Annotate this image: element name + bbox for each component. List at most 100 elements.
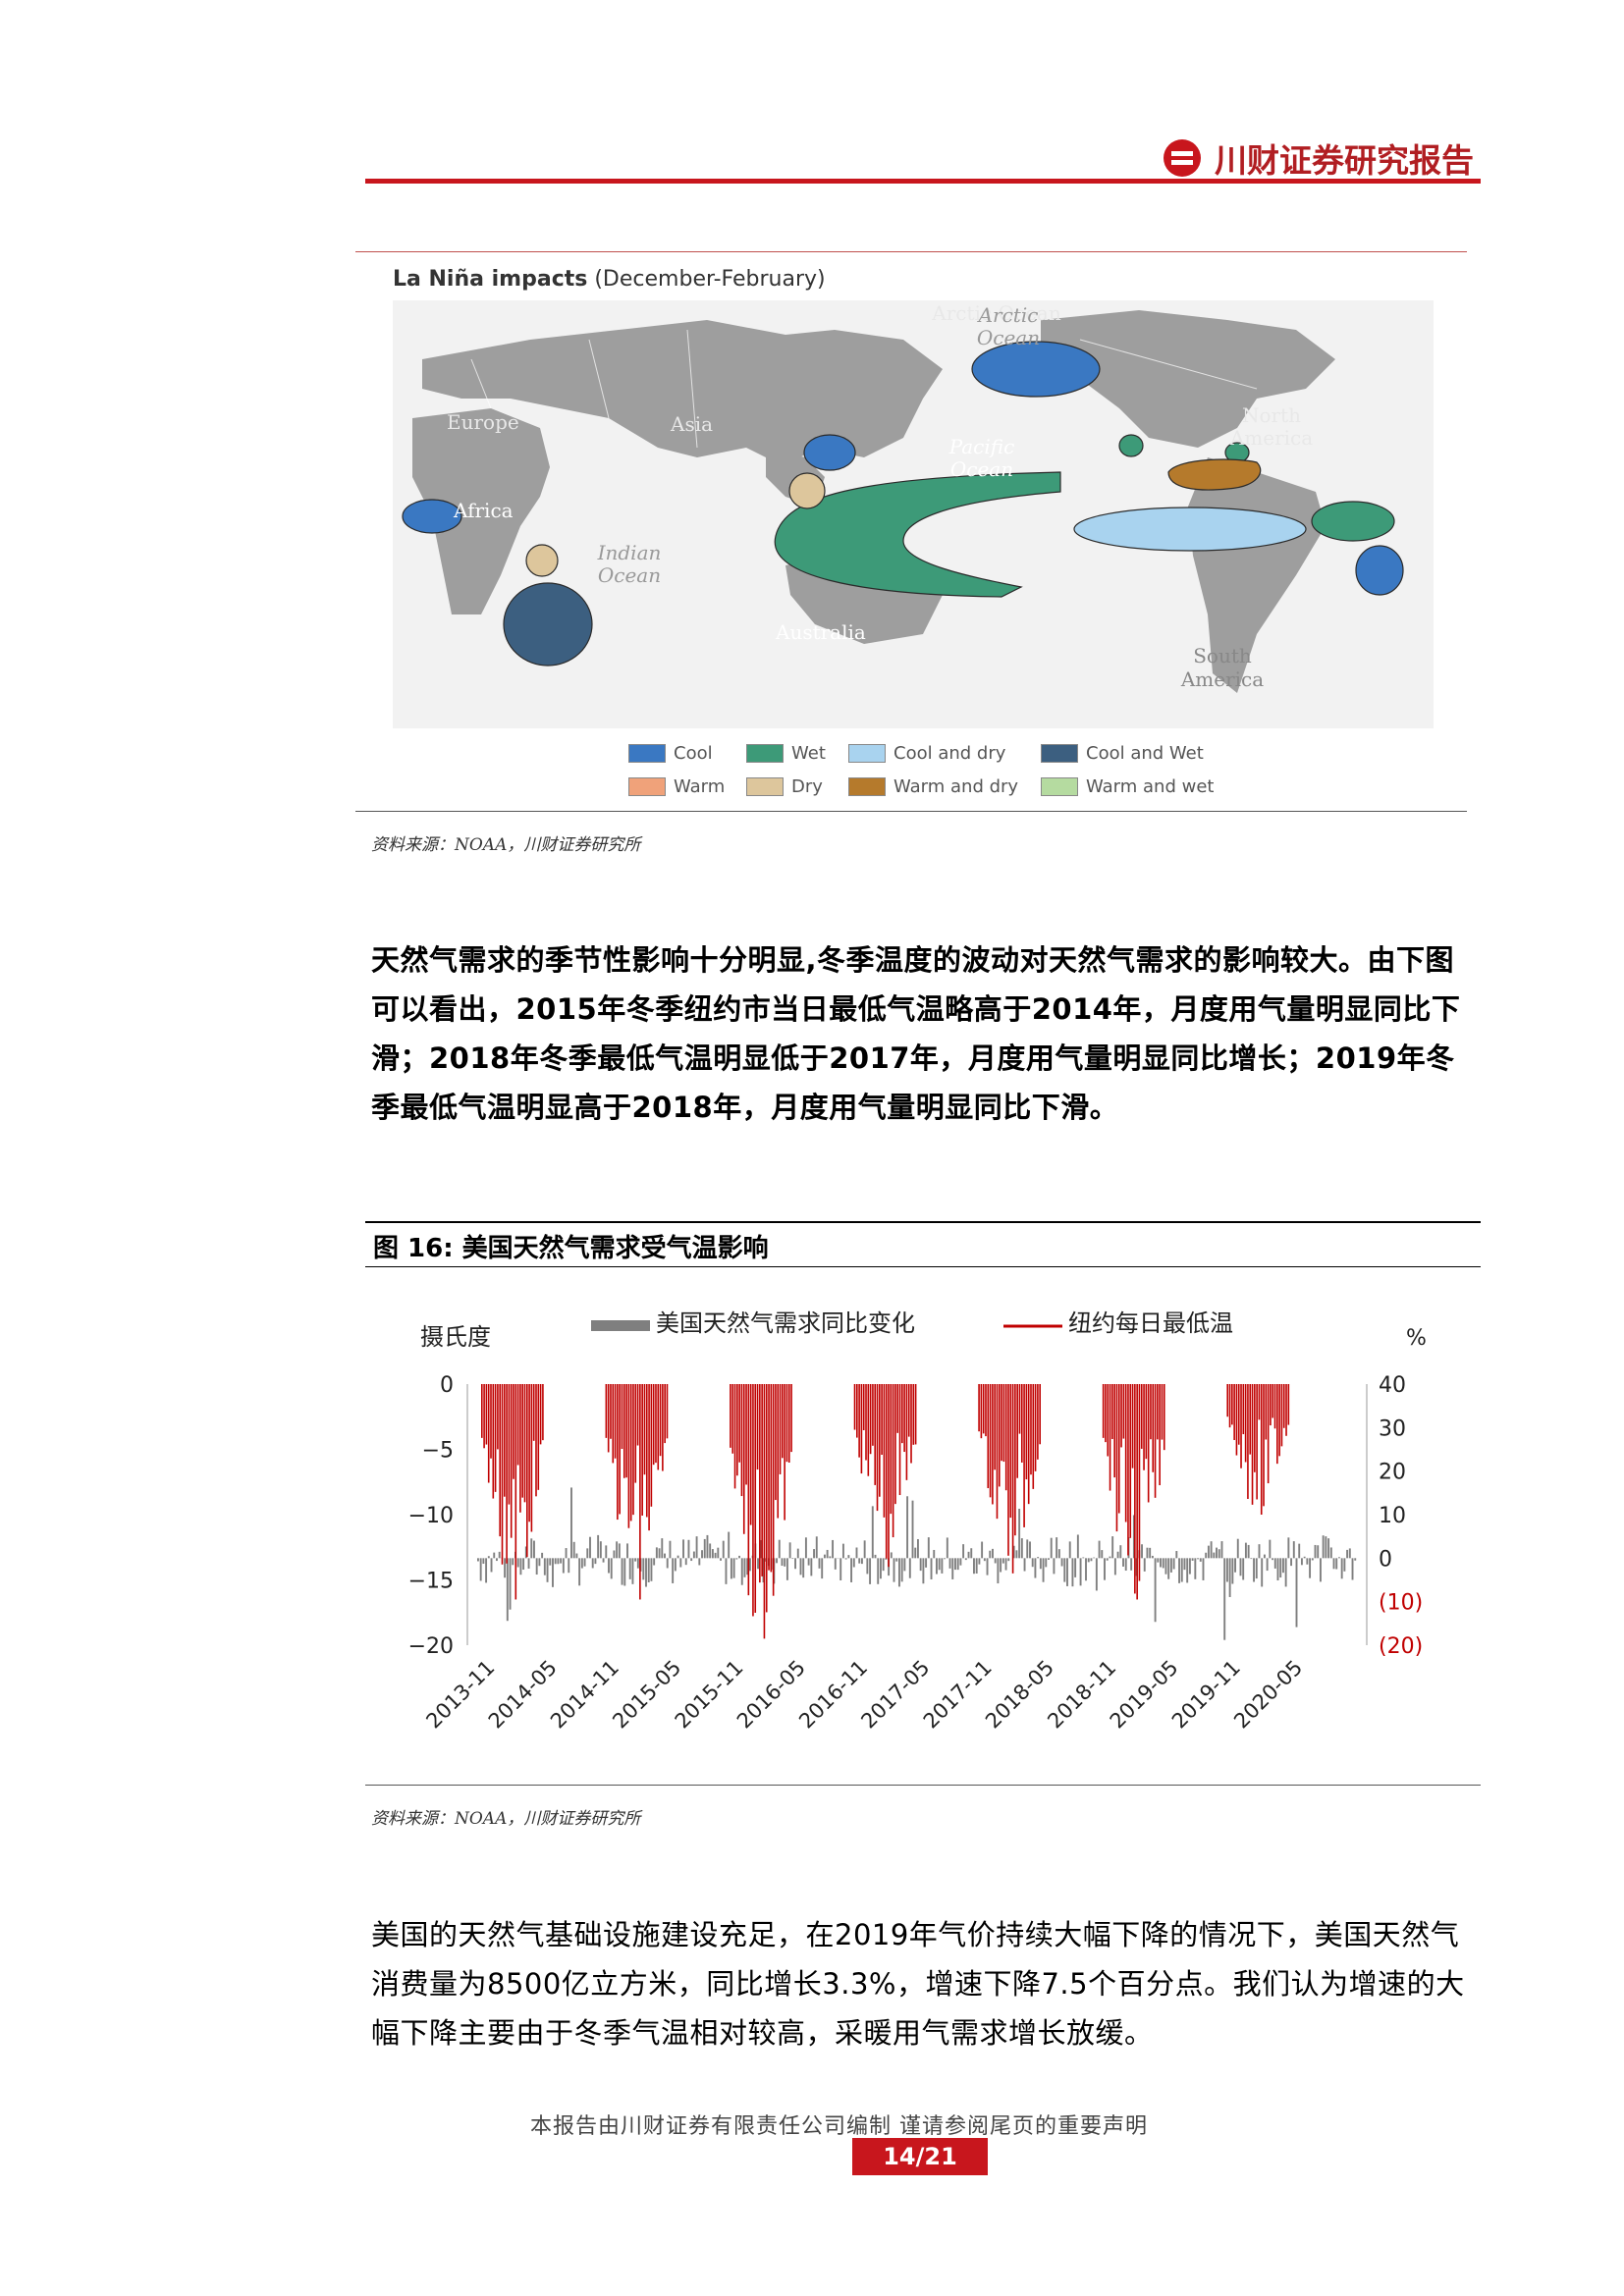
demand-bar bbox=[874, 1554, 877, 1559]
demand-bar bbox=[1311, 1558, 1314, 1561]
demand-bar bbox=[496, 1558, 498, 1562]
left-tick-label: −20 bbox=[408, 1634, 454, 1659]
temperature-bar bbox=[1161, 1384, 1164, 1440]
temperature-bar bbox=[485, 1384, 488, 1445]
demand-bar bbox=[516, 1558, 519, 1568]
demand-bar bbox=[565, 1548, 568, 1559]
demand-bar bbox=[973, 1558, 975, 1575]
region-cool-japan bbox=[803, 434, 856, 471]
demand-bar bbox=[927, 1537, 930, 1559]
header-rule bbox=[365, 179, 1481, 184]
temperature-bar bbox=[1011, 1384, 1014, 1574]
demand-bar bbox=[1042, 1558, 1045, 1582]
demand-bar bbox=[568, 1558, 570, 1574]
temperature-bar bbox=[610, 1384, 612, 1439]
temperature-bar bbox=[623, 1384, 625, 1478]
temperature-bar bbox=[1007, 1384, 1009, 1556]
temperature-bar bbox=[862, 1384, 865, 1431]
temperature-bar bbox=[768, 1384, 770, 1571]
temperature-bar bbox=[1131, 1384, 1134, 1468]
demand-bar bbox=[703, 1538, 706, 1559]
demand-bar bbox=[908, 1558, 911, 1578]
demand-bar bbox=[608, 1558, 610, 1574]
demand-bar bbox=[992, 1548, 994, 1559]
demand-bar bbox=[1218, 1549, 1220, 1559]
demand-bar bbox=[847, 1555, 850, 1559]
demand-bar bbox=[844, 1558, 847, 1560]
map-label-pacific: Pacific Ocean bbox=[948, 435, 1015, 481]
left-tick-label: −15 bbox=[408, 1570, 454, 1594]
demand-bar bbox=[1216, 1547, 1218, 1559]
temperature-bar bbox=[872, 1384, 874, 1446]
temperature-bar bbox=[490, 1384, 492, 1459]
temperature-bar bbox=[907, 1384, 910, 1437]
demand-bar bbox=[959, 1558, 962, 1566]
temperature-bar bbox=[1265, 1384, 1268, 1440]
demand-bar bbox=[519, 1558, 522, 1575]
temperature-bar bbox=[998, 1384, 1001, 1487]
temperature-bar bbox=[537, 1384, 540, 1490]
demand-bar bbox=[728, 1531, 731, 1559]
temperature-bar bbox=[1020, 1384, 1023, 1463]
temperature-bar bbox=[627, 1384, 630, 1528]
right-tick-label: 0 bbox=[1379, 1547, 1392, 1572]
temperature-bar bbox=[883, 1384, 886, 1518]
temperature-bar bbox=[736, 1384, 738, 1476]
temperature-bar bbox=[989, 1384, 992, 1498]
demand-bar bbox=[1236, 1538, 1239, 1559]
demand-bar bbox=[1244, 1542, 1247, 1559]
demand-bar bbox=[1146, 1547, 1149, 1559]
demand-bar bbox=[794, 1558, 797, 1570]
demand-bar bbox=[682, 1539, 684, 1559]
temperature-bar bbox=[1152, 1384, 1155, 1472]
demand-bar bbox=[818, 1558, 821, 1569]
demand-bar bbox=[832, 1539, 835, 1559]
demand-bar bbox=[1111, 1536, 1114, 1559]
temperature-bar bbox=[912, 1384, 915, 1445]
demand-bar bbox=[964, 1558, 967, 1561]
legend-swatch bbox=[746, 744, 784, 763]
demand-bar bbox=[888, 1558, 891, 1576]
demand-bar bbox=[882, 1558, 885, 1572]
map-label-europe: Europe bbox=[447, 410, 519, 434]
temperature-bar bbox=[881, 1384, 883, 1456]
temperature-bar bbox=[1244, 1384, 1247, 1463]
demand-bar bbox=[1295, 1558, 1298, 1628]
demand-bar bbox=[823, 1554, 826, 1559]
legend-item: Warm and wet bbox=[1041, 776, 1214, 797]
demand-bar bbox=[1175, 1551, 1178, 1559]
demand-bar bbox=[1319, 1558, 1322, 1582]
temperature-bar bbox=[632, 1384, 634, 1516]
demand-bar bbox=[983, 1558, 986, 1562]
right-tick-label: (10) bbox=[1379, 1591, 1423, 1616]
legend-item: Cool and Wet bbox=[1041, 743, 1204, 764]
demand-bar bbox=[524, 1546, 527, 1559]
demand-bar bbox=[1048, 1558, 1050, 1560]
temperature-bar bbox=[1278, 1384, 1280, 1457]
demand-bar bbox=[1317, 1545, 1320, 1559]
demand-bar bbox=[757, 1558, 759, 1570]
temperature-bar bbox=[1237, 1384, 1240, 1445]
demand-bar bbox=[975, 1558, 978, 1575]
demand-bar bbox=[826, 1549, 829, 1559]
demand-bar bbox=[1228, 1558, 1231, 1597]
demand-bar bbox=[1292, 1541, 1295, 1559]
demand-bar bbox=[781, 1558, 784, 1567]
region-cool-brazil bbox=[1355, 545, 1404, 596]
demand-bar bbox=[1332, 1558, 1335, 1570]
demand-bar bbox=[1004, 1558, 1007, 1571]
temperature-bar bbox=[1147, 1384, 1150, 1503]
demand-bar bbox=[664, 1553, 666, 1559]
demand-bar bbox=[933, 1549, 936, 1559]
demand-bar bbox=[591, 1558, 594, 1569]
demand-bar bbox=[490, 1558, 493, 1573]
temperature-bar bbox=[742, 1384, 745, 1534]
left-tick-label: −10 bbox=[408, 1504, 454, 1528]
right-tick-label: (20) bbox=[1379, 1634, 1423, 1659]
demand-bar bbox=[583, 1558, 586, 1567]
temperature-bar bbox=[901, 1384, 903, 1444]
temperature-bar bbox=[655, 1384, 657, 1464]
legend-swatch bbox=[1041, 744, 1078, 763]
demand-bar bbox=[1031, 1558, 1034, 1568]
demand-bar bbox=[1039, 1558, 1042, 1570]
